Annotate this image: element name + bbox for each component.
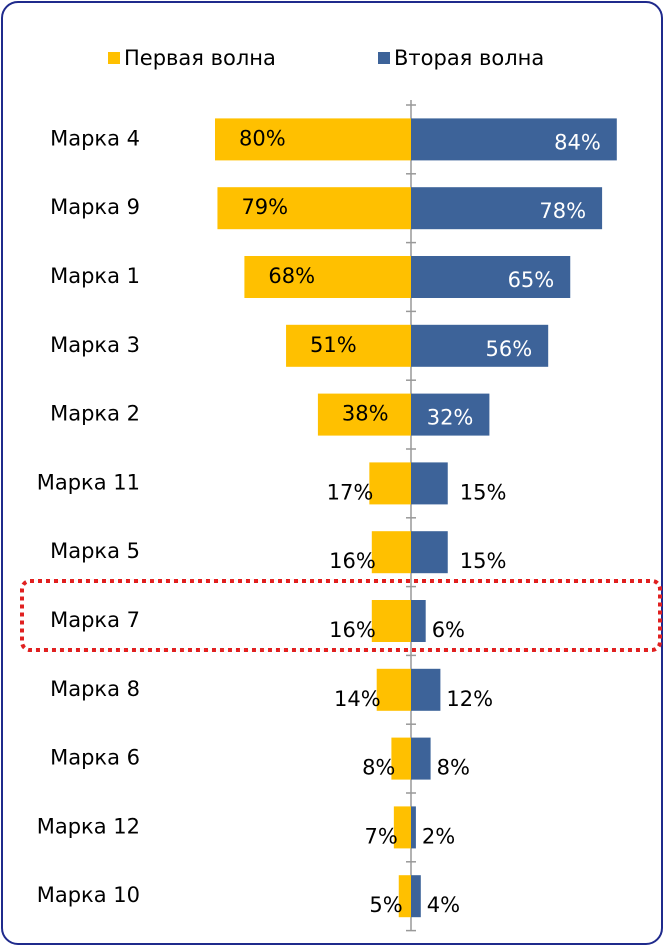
category-label: Марка 8 [50, 677, 140, 701]
legend-label: Вторая волна [394, 46, 544, 70]
category-label: Марка 12 [37, 814, 140, 838]
bar [411, 118, 617, 161]
legend-swatch [108, 52, 120, 64]
value-label: 80% [239, 126, 286, 150]
value-label: 12% [446, 687, 493, 711]
category-label: Марка 7 [50, 608, 140, 632]
bar [371, 600, 411, 642]
bar [411, 393, 490, 436]
value-label: 56% [486, 337, 533, 361]
category-label: Марка 4 [50, 126, 140, 150]
value-label: 84% [554, 130, 601, 154]
bar [391, 737, 411, 780]
bar [411, 462, 448, 505]
highlight-box [20, 579, 662, 652]
value-label: 4% [427, 893, 460, 917]
value-label: 16% [329, 549, 376, 573]
value-label: 16% [329, 618, 376, 642]
bar [398, 875, 411, 918]
value-label: 17% [327, 480, 374, 504]
category-label: Марка 10 [37, 883, 140, 907]
category-label: Марка 11 [37, 470, 140, 494]
value-label: 2% [422, 824, 455, 848]
legend-label: Первая волна [124, 46, 276, 70]
bar [411, 806, 416, 849]
bar [411, 324, 549, 367]
value-label: 8% [362, 756, 395, 780]
bar [411, 875, 421, 918]
bar [411, 737, 431, 780]
bar [371, 531, 411, 574]
value-label: 8% [437, 756, 470, 780]
category-label: Марка 2 [50, 402, 140, 426]
value-label: 38% [342, 402, 389, 426]
value-label: 68% [268, 264, 315, 288]
value-label: 65% [508, 268, 555, 292]
bar [217, 187, 411, 230]
bar [369, 462, 411, 505]
value-label: 6% [432, 618, 465, 642]
bar [411, 256, 571, 298]
bar [411, 600, 426, 642]
bar [376, 668, 411, 711]
bar [286, 324, 411, 367]
value-label: 79% [241, 195, 288, 219]
bar [411, 668, 441, 711]
value-label: 15% [460, 480, 507, 504]
bar [411, 187, 603, 230]
category-label: Марка 1 [50, 264, 140, 288]
bar [393, 806, 411, 849]
value-label: 78% [539, 199, 586, 223]
value-label: 15% [460, 549, 507, 573]
value-label: 32% [427, 406, 474, 430]
bar [215, 118, 411, 161]
category-label: Марка 6 [50, 746, 140, 770]
value-label: 14% [334, 687, 381, 711]
category-label: Марка 9 [50, 195, 140, 219]
category-label: Марка 3 [50, 333, 140, 357]
value-label: 7% [365, 824, 398, 848]
bar [317, 393, 411, 436]
value-label: 51% [310, 333, 357, 357]
legend-swatch [378, 52, 390, 64]
bar [244, 256, 411, 298]
bar [411, 531, 448, 574]
category-label: Марка 5 [50, 539, 140, 563]
value-label: 5% [369, 893, 402, 917]
